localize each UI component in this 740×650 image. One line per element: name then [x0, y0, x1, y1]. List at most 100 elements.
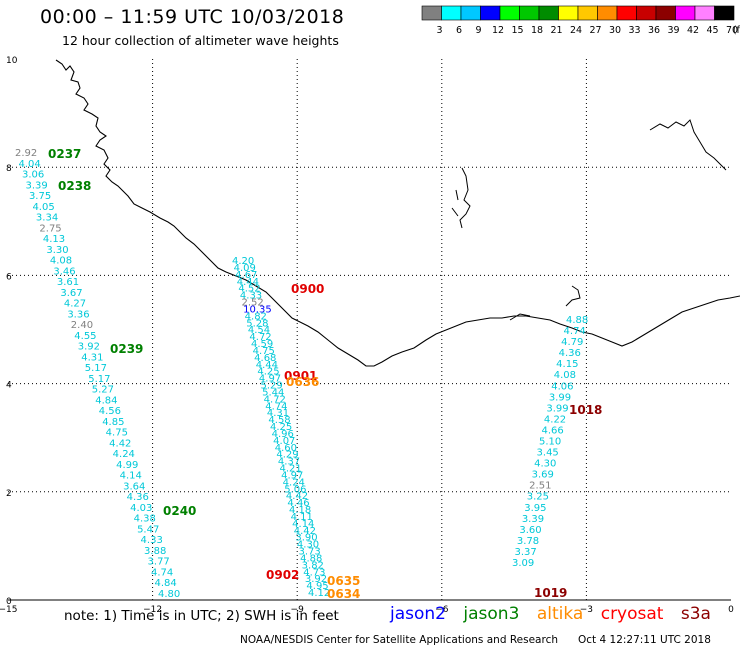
colorbar-label: 3	[436, 25, 442, 36]
swh-value: 4.84	[95, 395, 117, 406]
colorbar-label: 12	[492, 25, 504, 36]
colorbar-swatch	[558, 5, 579, 21]
swh-value: 4.05	[32, 202, 54, 213]
swh-value: 2.75	[39, 223, 61, 234]
swh-value: 4.24	[283, 477, 305, 488]
swh-value: 3.09	[512, 558, 534, 569]
legend-altika: altika	[536, 604, 584, 624]
swh-value: 4.08	[554, 370, 576, 381]
mainland-coastline	[55, 59, 740, 367]
swh-value: 5.17	[85, 363, 107, 374]
swh-value: 4.11	[291, 512, 313, 523]
swh-value: 4.74	[265, 401, 287, 412]
swh-value: 4.85	[102, 417, 124, 428]
swh-value: 4.37	[278, 457, 300, 468]
map-grid	[8, 59, 731, 601]
swh-value: 3.73	[299, 547, 321, 558]
swh-value: 4.07	[273, 436, 295, 447]
swh-value: 3.67	[60, 288, 82, 299]
swh-value: 4.67	[235, 270, 257, 281]
swh-value: 4.56	[99, 406, 121, 417]
footer: NOAA/NESDIS Center for Satellite Applica…	[240, 634, 711, 646]
time-label: 0901	[284, 369, 317, 383]
swh-value: 4.06	[551, 381, 573, 392]
swh-value: 4.15	[556, 359, 578, 370]
swh-value: 3.82	[302, 560, 324, 571]
colorbar-swatch	[480, 5, 501, 21]
swh-value: 4.29	[276, 450, 298, 461]
swh-value: 3.36	[67, 309, 89, 320]
swh-value: 4.46	[287, 498, 309, 509]
y-tick-label: 10	[6, 56, 18, 66]
swh-value: 5.29	[261, 381, 283, 392]
swh-value: 4.68	[254, 353, 276, 364]
x-tick-label: −6	[435, 605, 449, 615]
swh-value: 3.25	[527, 492, 549, 503]
colorbar-swatch	[441, 5, 462, 21]
map-axes: −15 −12 −9 −6 −3 0 0 2 4 6 8 10	[0, 56, 734, 615]
swh-value: 3.88	[144, 546, 166, 557]
altimeter-tracks: 2.924.043.063.393.754.053.342.754.133.30…	[15, 148, 588, 600]
swh-value: 3.60	[519, 525, 541, 536]
chart-title: 00:00 – 11:59 UTC 10/03/2018	[40, 6, 345, 28]
swh-value: 4.31	[267, 408, 289, 419]
swh-value: 4.36	[127, 492, 149, 503]
colorbar-label: 39	[667, 25, 679, 36]
swh-value: 4.99	[116, 460, 138, 471]
coastline	[55, 59, 740, 367]
time-label: 0634	[327, 587, 360, 601]
swh-value: 2.92	[15, 148, 37, 159]
swh-value: 3.90	[295, 533, 317, 544]
swh-value: 3.99	[546, 403, 568, 414]
swh-value: 3.61	[57, 277, 79, 288]
swh-value: 4.72	[249, 332, 271, 343]
swh-value: 3.64	[123, 481, 145, 492]
swh-value: 4.82	[245, 311, 267, 322]
swh-value: 4.59	[251, 339, 273, 350]
swh-value: 4.80	[158, 589, 180, 600]
swh-value: 4.38	[134, 514, 156, 525]
swh-value: 5.27	[92, 385, 114, 396]
satellite-legend: jason2 jason3 altika cryosat s3a	[390, 604, 723, 624]
time-label: 0239	[110, 342, 143, 356]
swh-value: 3.92	[78, 342, 100, 353]
swh-value: 2.51	[529, 481, 551, 492]
colorbar-swatch	[519, 5, 540, 21]
y-tick-label: 0	[6, 597, 12, 607]
time-label: 0238	[58, 179, 91, 193]
swh-value: 5.06	[284, 484, 306, 495]
legend-jason3: jason3	[463, 604, 520, 624]
colorbar-swatch	[675, 5, 696, 21]
swh-value: 3.69	[532, 470, 554, 481]
coastline-islands	[451, 119, 727, 321]
swh-value: 5.17	[88, 374, 110, 385]
swh-value: 4.95	[306, 581, 328, 592]
swh-value: 4.88	[566, 315, 588, 326]
swh-value: 4.12	[308, 588, 330, 599]
swh-value: 4.60	[275, 443, 297, 454]
colorbar-label: 21	[550, 25, 562, 36]
colorbar-swatch	[616, 5, 637, 21]
time-label: 0636	[286, 375, 319, 389]
colorbar-swatch	[460, 5, 481, 21]
swh-value: 4.14	[292, 519, 314, 530]
colorbar-label: 33	[628, 25, 640, 36]
colorbar-swatch	[714, 5, 735, 21]
swh-value: 3.06	[22, 170, 44, 181]
x-tick-label: −3	[580, 605, 593, 615]
chart-subtitle: 12 hour collection of altimeter wave hei…	[62, 33, 339, 48]
x-tick-label: −15	[0, 605, 18, 615]
time-label: 0902	[266, 568, 299, 582]
swh-value: 4.66	[541, 425, 563, 436]
swh-value: 4.42	[109, 438, 131, 449]
swh-value: 4.79	[561, 337, 583, 348]
swh-value: 4.97	[259, 374, 281, 385]
swh-value: 3.39	[522, 514, 544, 525]
colorbar-swatch	[694, 5, 715, 21]
colorbar-label: 36	[648, 25, 660, 36]
swh-value: 4.27	[64, 299, 86, 310]
swh-value: 4.22	[544, 414, 566, 425]
swh-value: 5.10	[539, 437, 561, 448]
